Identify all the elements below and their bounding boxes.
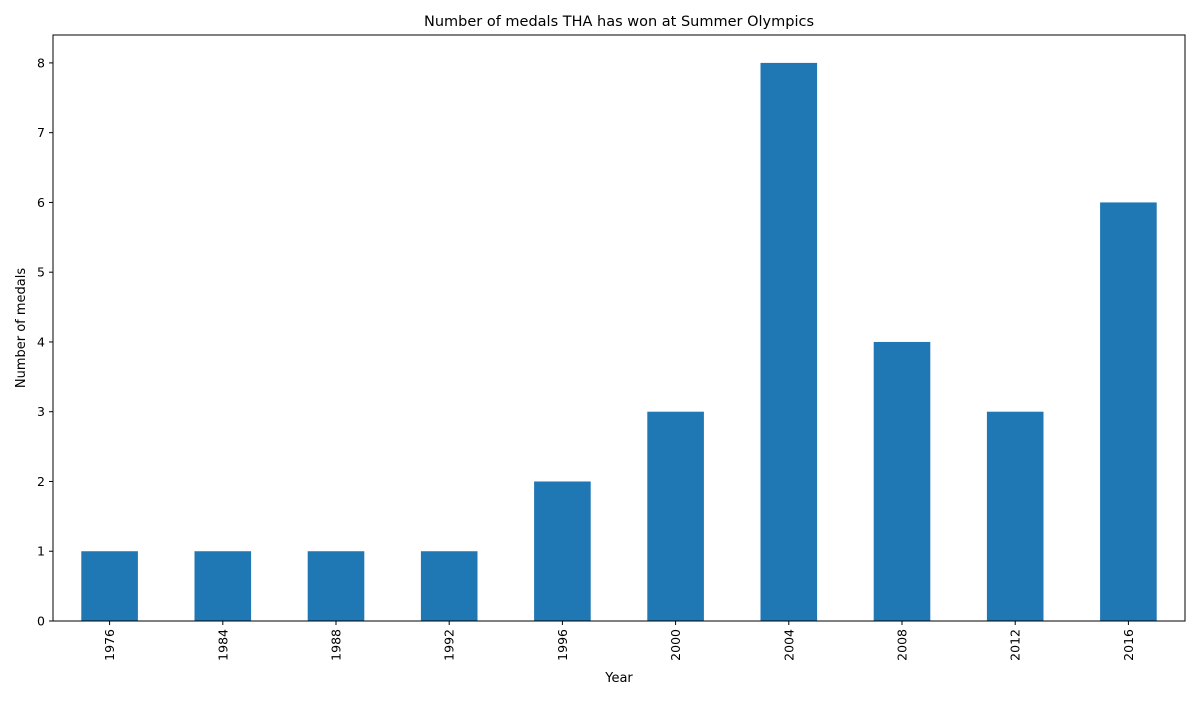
bar-1984 [194, 551, 252, 621]
bar-2016 [1100, 202, 1157, 621]
y-tick-label: 4 [37, 334, 45, 349]
y-tick-label: 7 [37, 125, 45, 140]
bar-1976 [81, 551, 138, 621]
bar-1988 [307, 551, 365, 621]
y-axis-ticks: 0 1 2 3 4 5 6 7 8 [37, 55, 53, 629]
bar-2004 [760, 62, 818, 621]
x-tick-label: 1984 [215, 629, 230, 661]
y-tick-label: 0 [37, 614, 45, 629]
x-tick-label: 2012 [1008, 629, 1023, 661]
chart-title: Number of medals THA has won at Summer O… [424, 14, 814, 30]
bars-group [81, 62, 1157, 621]
bar-2008 [873, 341, 931, 621]
y-tick-label: 5 [37, 265, 45, 280]
y-axis-label: Number of medals [14, 268, 29, 389]
bar-2000 [647, 411, 704, 621]
plot-area-frame [52, 34, 1186, 622]
x-tick-label: 2000 [668, 629, 683, 661]
x-tick-label: 2004 [781, 629, 796, 661]
axes-group [52, 34, 1186, 622]
x-axis-label: Year [604, 671, 633, 686]
y-tick-label: 1 [37, 544, 45, 559]
bar-2012 [986, 411, 1044, 621]
x-tick-label: 1992 [442, 629, 457, 661]
x-tick-label: 2016 [1121, 629, 1136, 661]
x-tick-label: 1976 [102, 629, 117, 661]
bar-1996 [534, 481, 591, 621]
bar-1992 [420, 551, 478, 621]
x-tick-label: 1988 [329, 629, 344, 661]
x-tick-label: 2008 [895, 629, 910, 661]
y-tick-label: 2 [37, 474, 45, 489]
x-axis-ticks: 1976 1984 1988 1992 1996 2000 2004 2008 2012 2016 [102, 621, 1136, 661]
y-tick-label: 8 [37, 55, 45, 70]
y-tick-label: 3 [37, 404, 45, 419]
y-tick-label: 6 [37, 195, 45, 210]
x-tick-label: 1996 [555, 629, 570, 661]
